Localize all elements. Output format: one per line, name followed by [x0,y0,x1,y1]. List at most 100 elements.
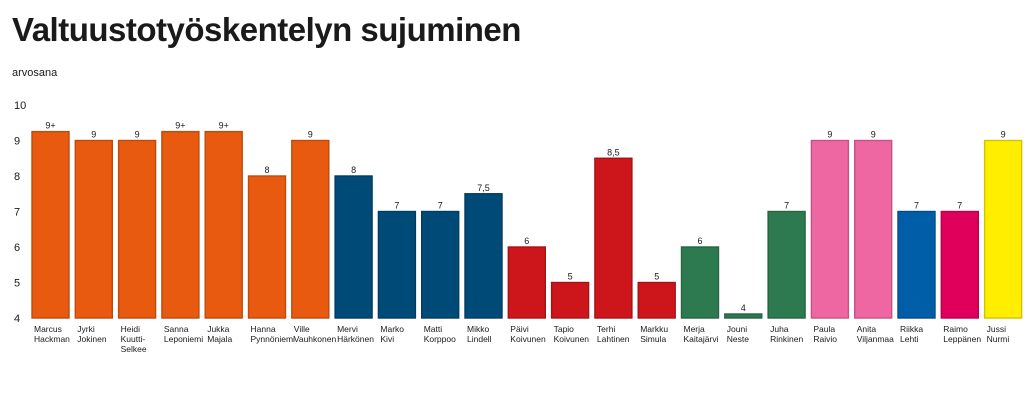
bar-value-label: 6 [697,236,702,246]
bar [334,175,373,319]
y-axis-ticks: 10 9 8 7 6 5 4 [14,100,26,325]
bar-value-label: 9 [1001,130,1006,140]
category-label: Jukka [207,324,229,334]
y-tick-label: 5 [14,278,20,290]
bar [464,193,503,319]
bar-value-label: 8 [264,165,269,175]
category-label: Juha [770,324,789,334]
chart-title: Valtuustotyöskentelyn sujuminen [12,11,521,48]
category-label: Lehti [900,334,919,344]
bar [291,139,330,319]
bar-value-label: 7 [438,201,443,211]
category-label: Matti [424,324,443,334]
category-label: Koivunen [510,334,546,344]
bar [31,130,70,319]
category-label: Jyrki [77,324,95,334]
category-label: Ville [294,324,310,334]
bar [724,313,763,319]
bar-value-label: 9 [91,130,96,140]
bar-value-label: 5 [654,272,659,282]
bar-value-label: 9+ [219,121,229,131]
category-label: Neste [727,334,749,344]
category-label: Leponiemi [164,334,203,344]
bar-value-label: 9 [135,130,140,140]
category-label: Hanna [251,324,276,334]
bar [204,130,243,319]
category-label: Jussi [987,324,1006,334]
bar-value-label: 8,5 [607,147,620,157]
category-label: Nurmi [987,334,1010,344]
bar-value-label: 7 [914,201,919,211]
category-label: Jouni [727,324,747,334]
category-label: Härkönen [337,334,374,344]
category-label: Leppänen [943,334,981,344]
category-label: Heidi [121,324,140,334]
category-label: Tapio [554,324,575,334]
category-label: Raivio [813,334,837,344]
bar [897,210,936,319]
category-label: Pynnöniemi [251,334,296,344]
y-tick-label: 9 [14,136,20,148]
bar [377,210,417,319]
bar [161,130,200,319]
bar [810,139,850,319]
category-label: Rinkinen [770,334,803,344]
category-label: Kivi [380,334,394,344]
bar-value-label: 9+ [45,121,55,131]
category-label: Simula [640,334,666,344]
category-label: Marko [380,324,404,334]
bar-value-label: 4 [741,303,746,313]
bar-value-label: 6 [524,236,529,246]
y-axis-title: arvosana [12,67,58,79]
bar-value-label: 7,5 [477,183,490,193]
category-label: Paula [813,324,835,334]
category-label: Kaitajärvi [684,334,719,344]
bar [594,157,633,319]
category-label: Päivi [510,324,529,334]
category-label: Terhi [597,324,616,334]
category-label: Raimo [943,324,968,334]
category-label: Majala [207,334,232,344]
bar [507,246,546,319]
bar-value-label: 5 [568,272,573,282]
category-label: Anita [857,324,877,334]
category-label: Sanna [164,324,189,334]
bars-group [31,130,1023,319]
bar-value-label: 9 [827,130,832,140]
bar [680,246,720,319]
category-label: Mervi [337,324,358,334]
bar-value-label: 8 [351,165,356,175]
bar-value-label: 9 [308,130,313,140]
bar [247,175,287,319]
bar-value-label: 7 [394,201,399,211]
category-label: Korppoo [424,334,456,344]
category-label: Hackman [34,334,70,344]
category-label: Koivunen [554,334,590,344]
category-label: Lahtinen [597,334,630,344]
bar [940,210,979,319]
category-label: Riikka [900,324,923,334]
bar-value-label: 7 [957,201,962,211]
category-label: Lindell [467,334,492,344]
category-label: Markku [640,324,668,334]
y-tick-label: 10 [14,100,26,112]
bar-value-label: 9 [871,130,876,140]
category-label: Mikko [467,324,489,334]
bar [637,281,676,319]
bar [983,139,1023,319]
category-label: Viljanmaa [857,334,894,344]
category-label: Jokinen [77,334,107,344]
category-label: Vauhkonen [294,334,337,344]
y-tick-label: 6 [14,242,20,254]
category-label: Merja [684,324,706,334]
y-tick-label: 7 [14,207,20,219]
y-tick-label: 4 [14,313,20,325]
bar [767,210,806,319]
bar-value-label: 7 [784,201,789,211]
bar [550,281,590,319]
bar [74,139,114,319]
category-label: Kuutti- [121,334,146,344]
bar-value-label: 9+ [175,121,185,131]
